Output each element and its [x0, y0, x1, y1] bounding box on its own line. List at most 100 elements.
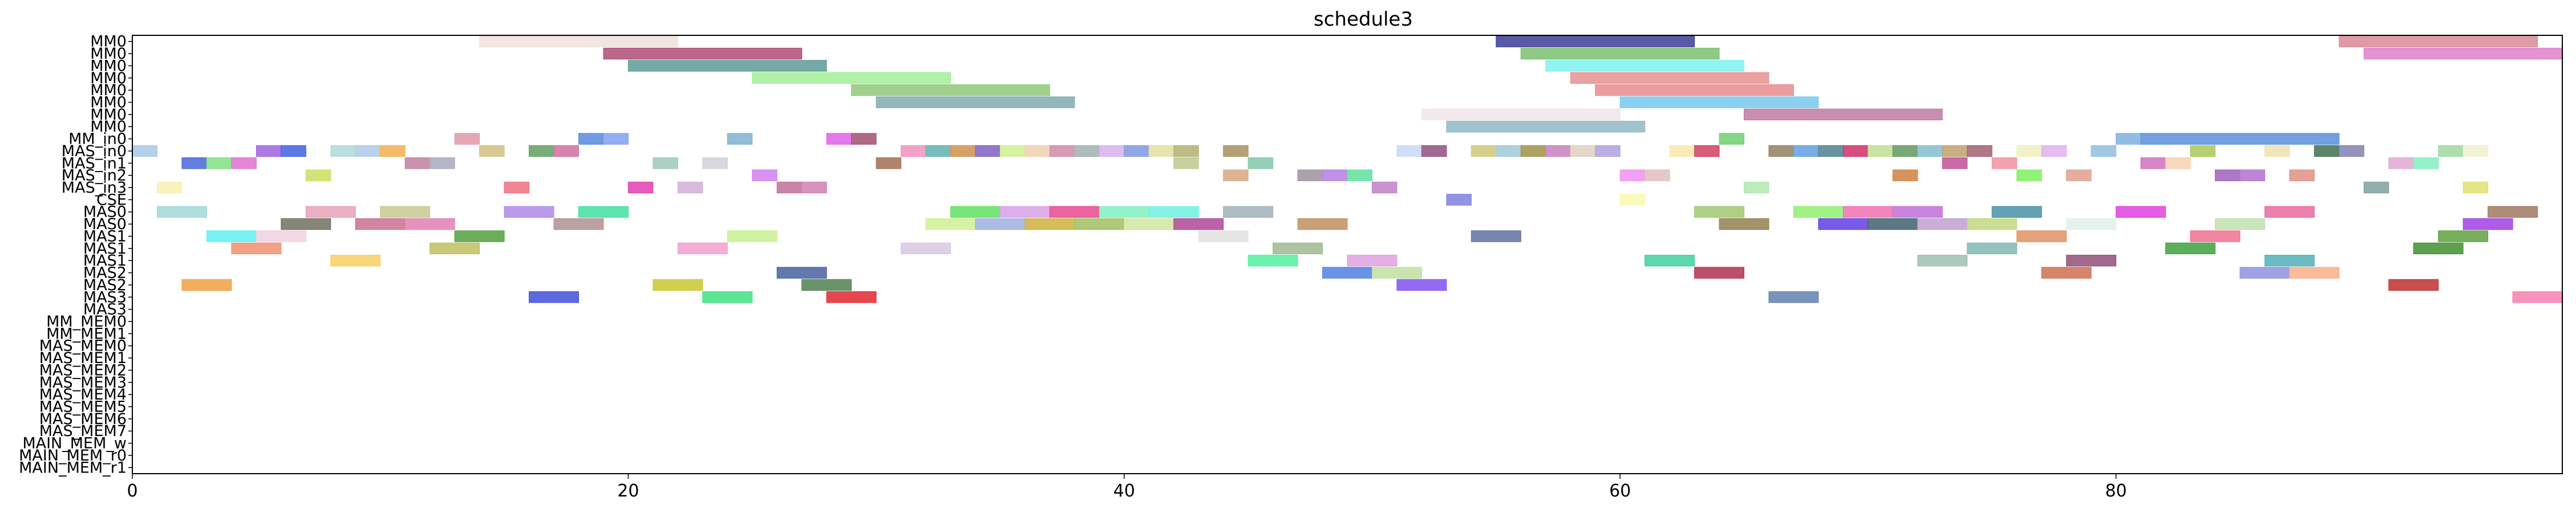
schedule-bar [256, 145, 282, 157]
schedule-bar [355, 218, 406, 230]
schedule-bar [1967, 242, 2018, 254]
schedule-bar [2462, 181, 2489, 194]
schedule-bar [901, 145, 926, 157]
schedule-bar [1446, 121, 1646, 133]
schedule-bar [2239, 267, 2290, 279]
schedule-bar [2016, 230, 2067, 242]
schedule-bar [1892, 169, 1918, 181]
schedule-bar [1173, 157, 1199, 169]
schedule-bar [1917, 218, 1968, 230]
schedule-bar [206, 157, 232, 169]
schedule-bar [2041, 267, 2092, 279]
schedule-bar [1396, 145, 1422, 157]
schedule-bar [1595, 84, 1794, 96]
y-tick-label: MAS_MEM1 [39, 349, 127, 367]
schedule-bar [1471, 230, 1521, 242]
schedule-bar [1744, 108, 1943, 121]
schedule-bar [430, 242, 480, 254]
schedule-bar [2512, 291, 2563, 303]
y-tick-label: MM0 [90, 57, 127, 75]
schedule-bar [776, 181, 803, 194]
schedule-bar [1074, 145, 1100, 157]
schedule-bar [156, 206, 207, 218]
schedule-bar [404, 218, 455, 230]
y-tick-label: MAS2 [83, 276, 127, 294]
schedule-bar [752, 169, 777, 181]
schedule-bar [1694, 145, 1720, 157]
schedule-bar [975, 145, 1001, 157]
schedule-bar [504, 206, 554, 218]
schedule-bar [801, 181, 827, 194]
schedule-bar [305, 169, 331, 181]
schedule-bar [1967, 218, 2018, 230]
schedule-bar [1545, 60, 1745, 72]
schedule-bar [1818, 218, 1869, 230]
y-tick-label: MAS2 [83, 264, 127, 282]
schedule-bar [1049, 206, 1100, 218]
schedule-bar [1892, 206, 1943, 218]
schedule-bar [1942, 145, 1968, 157]
y-tick-label: MM0 [90, 118, 127, 136]
schedule-bar [1421, 108, 1621, 121]
schedule-bar [1124, 218, 1174, 230]
y-tick-label: MAS_in1 [62, 154, 127, 172]
schedule-bar [1421, 145, 1447, 157]
y-tick-label: MAS_in3 [62, 179, 127, 197]
schedule-bar [653, 279, 703, 291]
y-tick-label: MAS_MEM0 [39, 337, 127, 355]
schedule-bar [1619, 96, 1819, 108]
schedule-bar [1248, 255, 1298, 267]
schedule-bar [1917, 145, 1943, 157]
schedule-bar [2190, 145, 2215, 157]
schedule-bar [553, 218, 604, 230]
schedule-bar [653, 157, 678, 169]
schedule-bar [1496, 145, 1521, 157]
schedule-bar [454, 133, 480, 145]
schedule-bar [281, 145, 306, 157]
schedule-bar [1148, 206, 1199, 218]
schedule-bar [1223, 206, 1274, 218]
schedule-bar [1917, 255, 1968, 267]
schedule-bar [1297, 169, 1323, 181]
schedule-bar [2116, 206, 2166, 218]
schedule-bar [1223, 169, 1249, 181]
schedule-bar [603, 47, 803, 60]
y-tick-label: MAS_in2 [62, 167, 127, 185]
y-tick-label: MAIN_MEM_r0 [19, 447, 127, 465]
schedule-bar [2488, 206, 2538, 218]
schedule-bar [925, 145, 951, 157]
schedule-bar [1024, 145, 1050, 157]
x-tick-label: 40 [1113, 481, 1135, 501]
schedule-bar [1570, 72, 1769, 84]
schedule-bar [2140, 133, 2340, 145]
schedule-bar [1446, 194, 1472, 206]
y-tick-label: MAS_MEM2 [39, 361, 127, 379]
schedule-bar [305, 206, 356, 218]
y-tick-label: MM0 [90, 93, 127, 111]
schedule-bar [2066, 255, 2117, 267]
y-tick-label: MAIN_MEM_r1 [19, 459, 127, 477]
schedule-bar [1694, 206, 1745, 218]
y-tick-label: MAIN_MEM_w [22, 435, 127, 453]
schedule-bar [826, 291, 877, 303]
schedule-bar [1768, 291, 1819, 303]
y-tick-label: MM0 [90, 106, 127, 124]
x-tick-label: 60 [1609, 481, 1631, 501]
y-tick-label: MAS1 [83, 252, 127, 270]
schedule-bar [826, 133, 852, 145]
y-tick-label: MAS_MEM4 [39, 386, 127, 404]
schedule-bar [1496, 35, 1695, 47]
schedule-bar [999, 145, 1026, 157]
schedule-bar [231, 157, 257, 169]
chart-title: schedule3 [1314, 8, 1413, 31]
schedule-bar [1991, 206, 2042, 218]
schedule-bar [2289, 267, 2340, 279]
y-tick-label: MM0 [90, 33, 127, 51]
schedule-bar [2438, 230, 2489, 242]
plot-frame [132, 35, 2563, 474]
schedule-bar [181, 157, 207, 169]
schedule-bar [2413, 242, 2464, 254]
bars-layer [132, 35, 2563, 303]
y-tick-label: MAS_MEM7 [39, 422, 127, 440]
schedule-bar [1099, 206, 1149, 218]
